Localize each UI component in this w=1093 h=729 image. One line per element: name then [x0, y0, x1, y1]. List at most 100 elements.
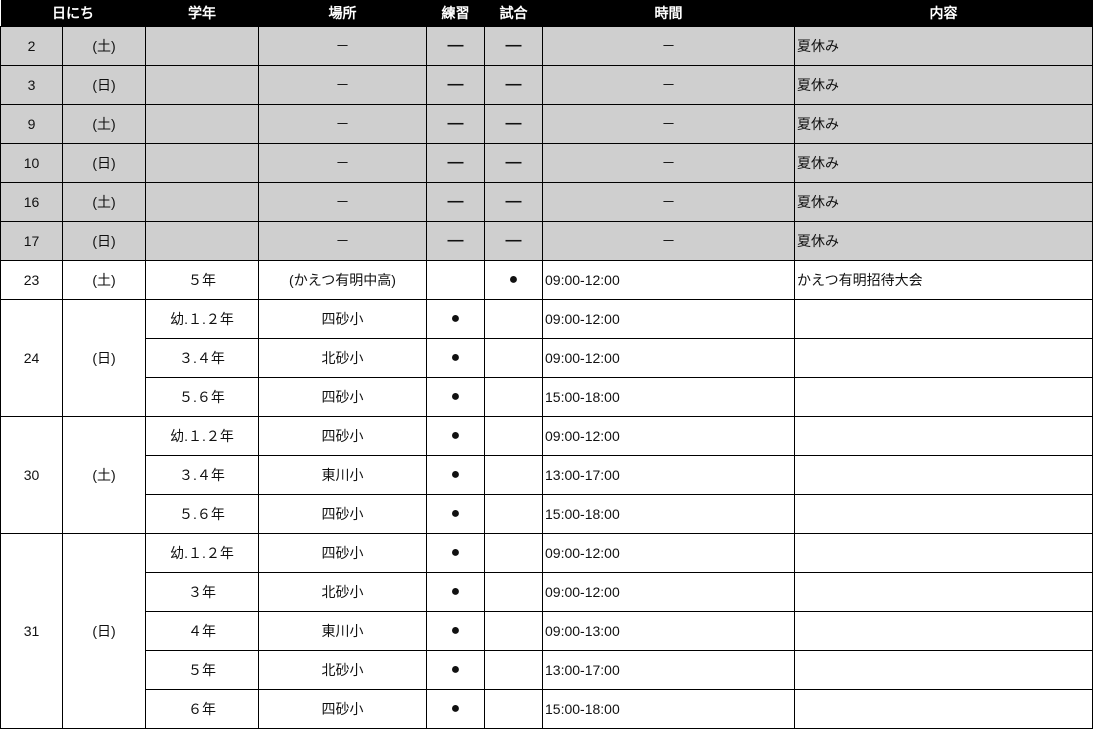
practice-cell: ●	[426, 689, 485, 729]
grade-cell: 幼.１.２年	[145, 416, 259, 456]
place-cell: 四砂小	[258, 533, 427, 573]
practice-cell: —	[426, 26, 485, 66]
weekday-cell: (土)	[62, 182, 146, 222]
content-cell: 夏休み	[794, 104, 1093, 144]
place-cell: 四砂小	[258, 689, 427, 729]
place-cell: 東川小	[258, 455, 427, 495]
table-row: ３年 北砂小 ● 09:00-12:00	[1, 572, 1093, 612]
date-cell: 16	[0, 182, 63, 222]
header-content: 内容	[794, 0, 1093, 27]
match-cell	[484, 689, 543, 729]
content-cell	[794, 338, 1093, 378]
table-row: 10 (日) － — — －夏休み	[0, 143, 1093, 183]
time-cell: 13:00-17:00	[542, 650, 795, 690]
match-cell: —	[484, 221, 543, 261]
table-row: ５年 北砂小 ● 13:00-17:00	[1, 650, 1093, 690]
content-cell: かえつ有明招待大会	[794, 260, 1093, 300]
time-cell: 09:00-12:00	[542, 338, 795, 378]
match-cell	[484, 533, 543, 573]
content-cell: 夏休み	[794, 182, 1093, 222]
table-row: 9 (土) － — — －夏休み	[0, 104, 1093, 144]
table-row: 17 (日) － — — －夏休み	[0, 221, 1093, 261]
content-cell	[794, 299, 1093, 339]
practice-cell: ●	[426, 572, 485, 612]
time-cell: －	[542, 65, 795, 105]
date-cell: 30	[0, 416, 63, 534]
practice-cell: ●	[426, 338, 485, 378]
match-cell	[484, 611, 543, 651]
practice-cell: —	[426, 143, 485, 183]
date-cell: 23	[0, 260, 63, 300]
match-cell	[484, 299, 543, 339]
grade-cell	[145, 26, 259, 66]
content-cell	[794, 650, 1093, 690]
header-time: 時間	[542, 0, 795, 27]
grade-cell: ３年	[145, 572, 259, 612]
time-cell: 15:00-18:00	[542, 689, 795, 729]
weekday-cell: (日)	[62, 533, 146, 729]
table-row: 3 (日) － — — －夏休み	[0, 65, 1093, 105]
practice-cell: —	[426, 65, 485, 105]
time-cell: 09:00-12:00	[542, 533, 795, 573]
content-cell: 夏休み	[794, 221, 1093, 261]
place-cell: －	[258, 104, 427, 144]
grade-cell	[145, 221, 259, 261]
grade-cell: ３.４年	[145, 338, 259, 378]
match-cell	[484, 416, 543, 456]
grade-cell: ５年	[145, 260, 259, 300]
header-grade: 学年	[145, 0, 259, 27]
weekday-cell: (日)	[62, 143, 146, 183]
match-cell	[484, 494, 543, 534]
grade-cell: 幼.１.２年	[145, 299, 259, 339]
match-cell	[484, 455, 543, 495]
date-cell: 9	[0, 104, 63, 144]
content-cell: 夏休み	[794, 65, 1093, 105]
weekday-cell: (土)	[62, 416, 146, 534]
weekday-cell: (土)	[62, 260, 146, 300]
grade-cell	[145, 104, 259, 144]
practice-cell: —	[426, 182, 485, 222]
time-cell: －	[542, 221, 795, 261]
time-cell: 13:00-17:00	[542, 455, 795, 495]
content-cell: 夏休み	[794, 143, 1093, 183]
time-cell: 09:00-12:00	[542, 260, 795, 300]
practice-cell: ●	[426, 650, 485, 690]
content-cell	[794, 455, 1093, 495]
table-row: ３.４年 北砂小 ● 09:00-12:00	[1, 338, 1093, 378]
header-match: 試合	[484, 0, 543, 27]
practice-cell	[426, 260, 485, 300]
table-row: ４年 東川小 ● 09:00-13:00	[1, 611, 1093, 651]
table-row: ５.６年 四砂小 ● 15:00-18:00	[1, 494, 1093, 534]
practice-cell: ●	[426, 455, 485, 495]
practice-cell: ●	[426, 494, 485, 534]
match-cell: —	[484, 65, 543, 105]
time-cell: －	[542, 182, 795, 222]
content-cell	[794, 494, 1093, 534]
grade-cell	[145, 143, 259, 183]
grade-cell: ５.６年	[145, 377, 259, 417]
content-cell	[794, 611, 1093, 651]
time-cell: 09:00-13:00	[542, 611, 795, 651]
grade-cell: ４年	[145, 611, 259, 651]
match-cell: —	[484, 26, 543, 66]
match-cell	[484, 572, 543, 612]
place-cell: 東川小	[258, 611, 427, 651]
weekday-cell: (日)	[62, 65, 146, 105]
time-cell: 15:00-18:00	[542, 494, 795, 534]
table-row: 23 (土) ５年 (かえつ有明中高) ● 09:00-12:00 かえつ有明招待大会	[0, 260, 1093, 300]
table-row: ６年 四砂小 ● 15:00-18:00	[1, 689, 1093, 729]
time-cell: －	[542, 104, 795, 144]
match-cell	[484, 377, 543, 417]
place-cell: －	[258, 221, 427, 261]
match-cell	[484, 650, 543, 690]
weekday-cell: (土)	[62, 26, 146, 66]
grade-cell: ５.６年	[145, 494, 259, 534]
match-cell: —	[484, 104, 543, 144]
date-cell: 10	[0, 143, 63, 183]
grade-cell: ５年	[145, 650, 259, 690]
place-cell: －	[258, 65, 427, 105]
grade-cell: ３.４年	[145, 455, 259, 495]
date-cell: 24	[0, 299, 63, 417]
content-cell	[794, 572, 1093, 612]
place-cell: 四砂小	[258, 377, 427, 417]
